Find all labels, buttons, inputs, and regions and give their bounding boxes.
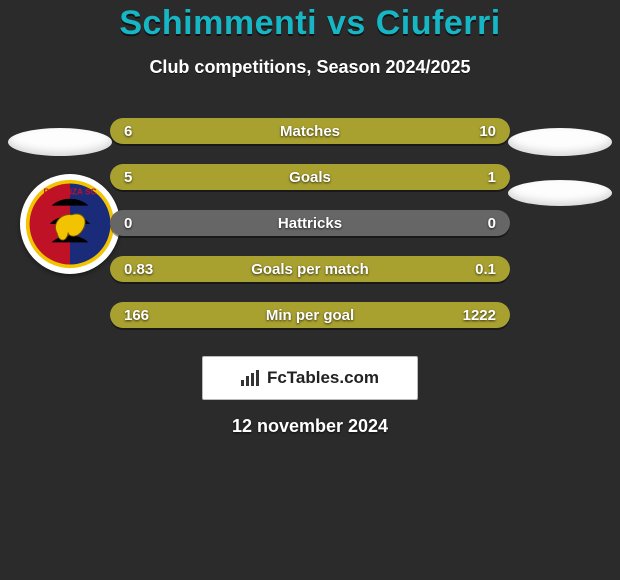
stat-label: Goals per match bbox=[110, 256, 510, 282]
crest-text: POTENZA SC bbox=[44, 188, 97, 197]
club-crest-icon: POTENZA SC bbox=[24, 178, 116, 270]
stat-bar: 00Hattricks bbox=[110, 210, 510, 236]
stat-bar: 1661222Min per goal bbox=[110, 302, 510, 328]
stat-bar: 51Goals bbox=[110, 164, 510, 190]
stat-label: Hattricks bbox=[110, 210, 510, 236]
stat-label: Min per goal bbox=[110, 302, 510, 328]
brand-link[interactable]: FcTables.com bbox=[202, 356, 418, 400]
club-crest: POTENZA SC bbox=[20, 174, 120, 274]
player-right-blob-2 bbox=[508, 180, 612, 206]
brand-text: FcTables.com bbox=[267, 368, 379, 388]
date-text: 12 november 2024 bbox=[0, 416, 620, 437]
stat-label: Goals bbox=[110, 164, 510, 190]
player-left-blob bbox=[8, 128, 112, 156]
page-subtitle: Club competitions, Season 2024/2025 bbox=[0, 57, 620, 78]
player-right-blob bbox=[508, 128, 612, 156]
stat-label: Matches bbox=[110, 118, 510, 144]
stat-bar: 610Matches bbox=[110, 118, 510, 144]
page-title: Schimmenti vs Ciuferri bbox=[0, 4, 620, 43]
brand-bars-icon bbox=[241, 370, 261, 386]
stat-bars: 610Matches 51Goals 00Hattricks 0.830.1Goals… bbox=[110, 118, 510, 348]
stat-bar: 0.830.1Goals per match bbox=[110, 256, 510, 282]
